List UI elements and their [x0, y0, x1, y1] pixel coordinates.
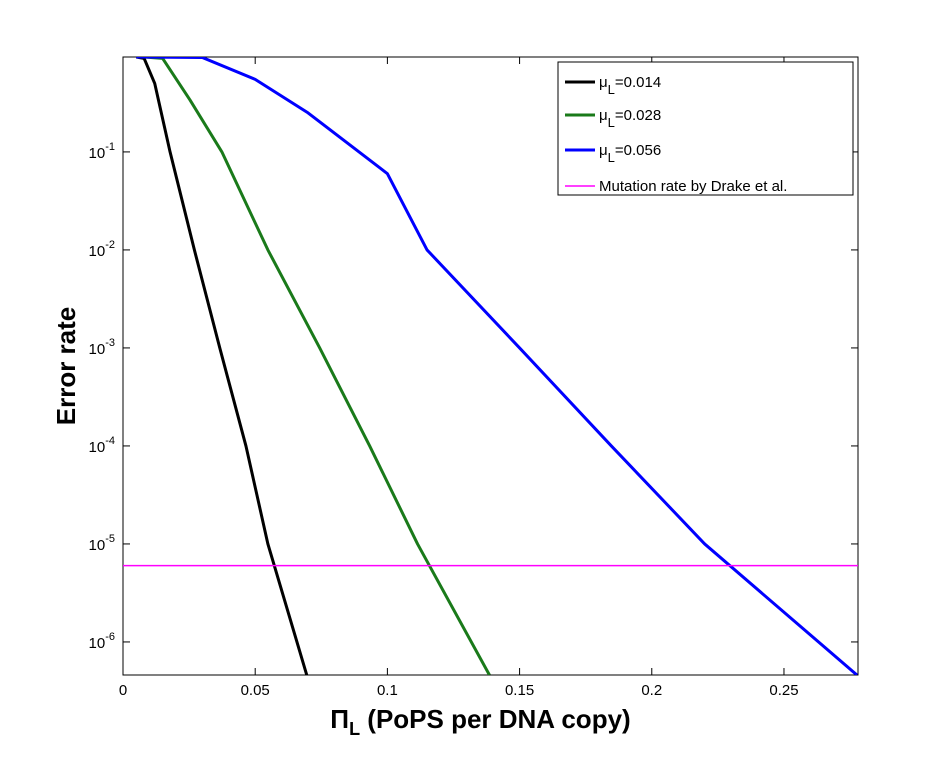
y-tick-label: 10-4	[89, 435, 115, 456]
x-axis-label: ΠL (PoPS per DNA copy)	[330, 704, 630, 739]
y-tick-label: 10-6	[89, 631, 115, 652]
series-line	[135, 57, 309, 675]
y-tick-label: 10-2	[89, 239, 115, 260]
y-tick-label: 10-5	[89, 533, 115, 554]
x-tick-label: 0.05	[241, 682, 270, 699]
plot-lines	[123, 57, 858, 675]
legend-label: μL=0.014	[599, 74, 661, 97]
y-tick-label: 10-3	[89, 337, 115, 358]
legend-label: Mutation rate by Drake et al.	[599, 178, 787, 195]
y-axis-label: Error rate	[51, 307, 81, 426]
x-tick-label: 0.15	[505, 682, 534, 699]
x-tick-label: 0	[119, 682, 127, 699]
legend-label: μL=0.056	[599, 142, 661, 165]
legend-box	[557, 61, 854, 196]
legend-label: μL=0.028	[599, 107, 661, 130]
x-tick-label: 0.2	[641, 682, 662, 699]
x-tick-label: 0.25	[769, 682, 798, 699]
x-tick-label: 0.1	[377, 682, 398, 699]
y-tick-label: 10-1	[89, 141, 115, 162]
series-line	[144, 57, 491, 675]
series-line	[136, 57, 858, 675]
